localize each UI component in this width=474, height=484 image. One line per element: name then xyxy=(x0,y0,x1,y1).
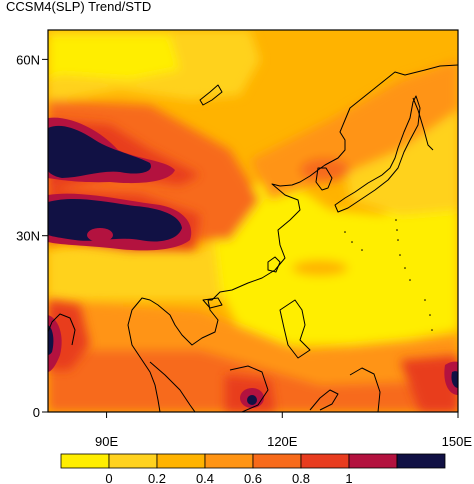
contour-north-yellow xyxy=(48,35,180,80)
x-tick-label: 120E xyxy=(267,434,298,449)
colorbar-swatch xyxy=(157,454,205,468)
contour-field xyxy=(48,30,458,412)
contour-korea-red xyxy=(300,158,350,182)
colorbar-swatch xyxy=(61,454,109,468)
colorbar-swatch xyxy=(301,454,349,468)
colorbar-label: 0.4 xyxy=(196,471,214,484)
colorbar-label: 0 xyxy=(105,471,112,484)
colorbar: 0 0.2 0.4 0.6 0.8 1 xyxy=(61,454,445,484)
colorbar-swatch xyxy=(397,454,445,468)
y-tick-label: 30N xyxy=(16,229,40,244)
x-tick-label: 150E xyxy=(442,434,473,449)
colorbar-label: 0.2 xyxy=(148,471,166,484)
colorbar-swatch xyxy=(109,454,157,468)
contour-lower-core-hole xyxy=(87,228,113,242)
colorbar-label: 0.6 xyxy=(244,471,262,484)
y-tick-label: 60N xyxy=(16,52,40,67)
colorbar-swatch xyxy=(205,454,253,468)
colorbar-label: 0.8 xyxy=(292,471,310,484)
y-tick-label: 0 xyxy=(33,405,40,420)
colorbar-swatch xyxy=(253,454,301,468)
colorbar-label: 1 xyxy=(345,471,352,484)
x-tick-label: 90E xyxy=(95,434,118,449)
contour-taiwan-patch xyxy=(292,260,348,276)
colorbar-swatch xyxy=(349,454,397,468)
contour-south-core xyxy=(247,395,257,405)
